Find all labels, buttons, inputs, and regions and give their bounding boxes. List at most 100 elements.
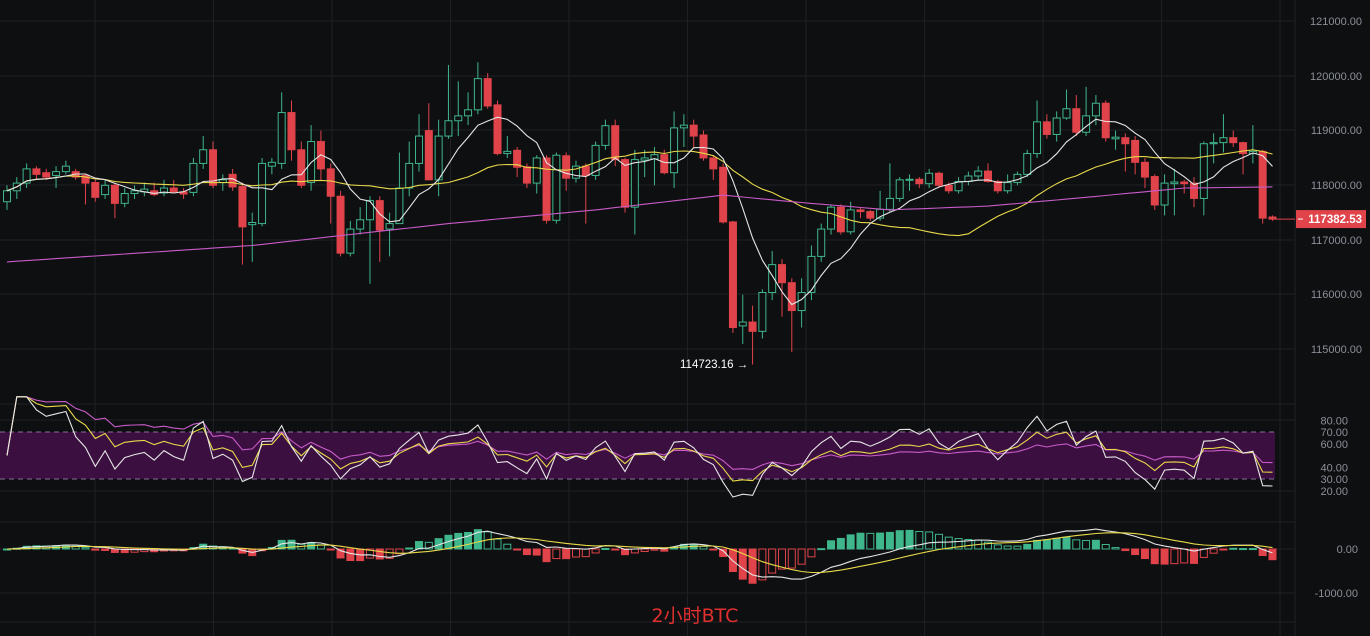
candle-body [405, 162, 414, 189]
macd-histogram-bar [1140, 548, 1149, 560]
price-tick-label: 119000.00 [1311, 125, 1362, 137]
candle [32, 166, 41, 180]
candle-body [189, 162, 198, 193]
candle [464, 92, 473, 126]
candle-body [866, 211, 875, 219]
candle [709, 155, 718, 180]
candle-body [32, 168, 41, 175]
macd-histogram-bar [1062, 536, 1071, 550]
candle [1248, 125, 1257, 164]
macd-histogram-bar [1033, 539, 1042, 550]
macd-histogram-bar [1229, 547, 1238, 550]
current-price-label: 117382.53 [1308, 214, 1362, 226]
candle-body [464, 109, 473, 117]
candle-body [346, 228, 355, 254]
candle [1131, 136, 1140, 175]
candle-body [1229, 137, 1238, 144]
candle [444, 64, 453, 139]
candle-body [807, 255, 816, 294]
candle-body [503, 150, 512, 155]
macd-histogram-bar [758, 548, 767, 581]
candle-body [277, 112, 286, 164]
candle-body [1091, 102, 1100, 117]
macd-histogram-bar [797, 548, 806, 565]
candle [660, 149, 669, 175]
candle [1062, 89, 1071, 120]
price-tick-label: 115000.00 [1311, 344, 1362, 356]
candle-body [984, 170, 992, 182]
macd-histogram-bar [944, 536, 953, 550]
moving-average-lines [6, 116, 1273, 306]
macd-histogram-bar [1023, 543, 1032, 550]
price-tick-label: 120000.00 [1310, 71, 1362, 83]
macd-histogram-bar [827, 540, 836, 550]
candle-body [915, 178, 924, 185]
candle-body [110, 184, 119, 204]
candle-body [532, 157, 541, 184]
candle [719, 163, 728, 224]
macd-histogram-bar [513, 548, 522, 551]
rsi-tick-label: 60.00 [1320, 439, 1348, 451]
candle [797, 278, 806, 328]
candle-body [974, 170, 983, 177]
candle [189, 157, 198, 197]
macd-histogram-bar [709, 548, 718, 551]
candle-body [542, 157, 551, 221]
macd-histogram-bar [581, 548, 590, 558]
candle [777, 259, 786, 317]
macd-histogram-bar [424, 541, 433, 550]
macd-histogram-bar [787, 548, 796, 569]
macd-histogram-bar [101, 548, 110, 551]
candle [1268, 215, 1277, 221]
candle-body [81, 174, 90, 184]
candle-body [1199, 143, 1208, 199]
candle [1150, 174, 1159, 210]
macd-histogram-bar [836, 537, 845, 550]
candle [670, 111, 679, 189]
candle-body [679, 124, 688, 129]
candle [297, 141, 306, 189]
candle [993, 179, 1002, 194]
candle-body [1003, 182, 1012, 192]
candle-body [944, 184, 953, 192]
candle [1199, 141, 1208, 216]
candle [758, 289, 767, 339]
macd-histogram-bar [866, 532, 875, 550]
candle [3, 185, 11, 210]
macd-histogram-bar [1121, 548, 1130, 552]
candle-body [601, 125, 610, 146]
candle-body [934, 172, 943, 186]
candle [699, 130, 708, 161]
candle-body [415, 135, 424, 164]
macd-panel [3, 528, 1277, 584]
candle [836, 204, 845, 235]
candle-body [709, 157, 718, 170]
rsi-tick-label: 70.00 [1320, 427, 1348, 439]
candle-body [748, 321, 757, 332]
candle-body [424, 130, 433, 181]
candle-body [209, 149, 218, 186]
candle [179, 188, 188, 199]
candle-body [258, 162, 267, 225]
macd-histogram-bar [1180, 548, 1189, 564]
price-axis[interactable]: 121000.00 120000.00 119000.00 118000.00 1170… [1310, 16, 1362, 600]
candle [415, 114, 424, 172]
candle-body [287, 112, 296, 151]
candle [738, 294, 747, 344]
candle-body [768, 264, 777, 294]
annotations: 117382.53 114723.16 → [680, 210, 1366, 371]
candle [1042, 114, 1051, 139]
candle-body [836, 206, 845, 233]
candle-body [817, 228, 826, 257]
candle [1190, 177, 1199, 208]
candle-body [905, 178, 914, 181]
candle [61, 160, 70, 175]
grid-lines [0, 0, 1296, 636]
candle-body [1160, 182, 1169, 206]
candle-body [1219, 137, 1228, 144]
macd-histogram-bar [905, 529, 914, 550]
candle [532, 155, 541, 194]
price-tick-label: 117000.00 [1311, 235, 1362, 247]
candle [915, 177, 924, 189]
